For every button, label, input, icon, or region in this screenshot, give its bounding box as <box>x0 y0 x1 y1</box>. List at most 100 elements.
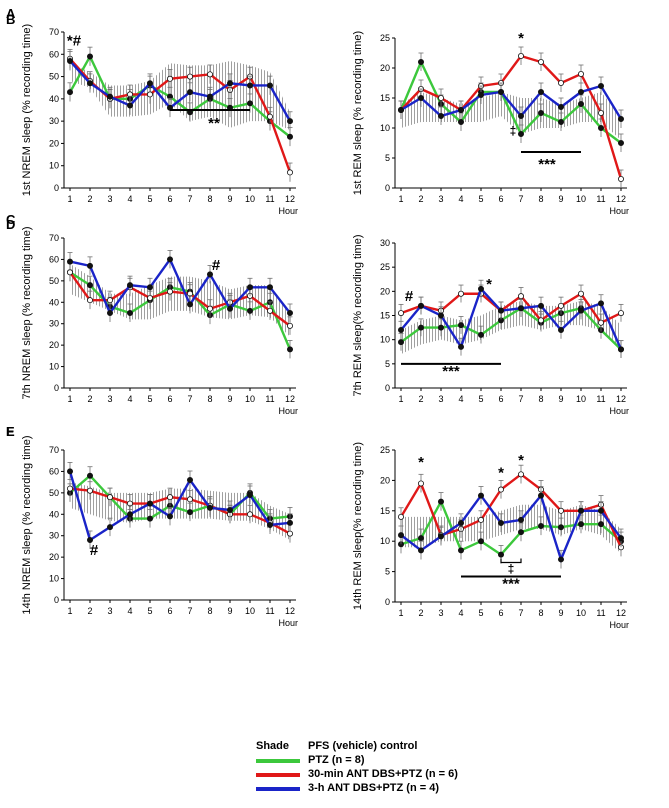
x-tick-label: 7 <box>187 606 192 616</box>
y-tick-label: 25 <box>380 33 390 43</box>
series-line <box>400 493 622 563</box>
data-point <box>186 301 193 308</box>
data-point <box>146 500 153 507</box>
data-point <box>166 288 173 295</box>
y-tick-label: 20 <box>380 63 390 73</box>
series-line <box>68 471 291 542</box>
data-point <box>618 346 625 353</box>
data-point <box>286 346 293 353</box>
x-tick-label: 6 <box>498 608 503 618</box>
data-point <box>518 516 525 523</box>
data-point <box>146 80 153 87</box>
data-point <box>457 547 464 554</box>
y-tick-label: 0 <box>385 183 390 193</box>
x-tick-label: 12 <box>285 606 295 616</box>
x-tick-label: 9 <box>558 608 563 618</box>
x-tick-label: 12 <box>285 194 295 204</box>
data-point <box>417 59 424 66</box>
panel-label: B <box>6 12 15 27</box>
data-point <box>538 492 545 499</box>
x-tick-label: 4 <box>458 194 463 204</box>
x-tick-label: 11 <box>596 194 605 204</box>
x-tick-label: 7 <box>187 394 192 404</box>
legend: Shade PFS (vehicle) control PTZ (n = 8) … <box>256 740 556 796</box>
significance-marker: # <box>212 257 221 274</box>
x-tick-label: 1 <box>398 194 403 204</box>
y-tick-label: 40 <box>49 94 59 104</box>
x-tick-label: 4 <box>127 394 132 404</box>
data-point <box>558 302 565 309</box>
significance-marker: *** <box>502 576 520 593</box>
significance-marker: ‡ <box>508 562 515 576</box>
y-tick-label: 10 <box>49 574 59 584</box>
data-point <box>538 302 545 309</box>
data-point <box>226 80 233 87</box>
x-tick-label: 2 <box>87 194 92 204</box>
data-point <box>107 309 114 316</box>
data-point <box>558 507 565 514</box>
y-axis-label: 7th NREM sleep (% recording time) <box>21 226 33 399</box>
data-point <box>618 116 625 123</box>
series-2 <box>67 51 293 131</box>
data-point <box>598 83 605 90</box>
x-tick-label: 3 <box>107 394 112 404</box>
series-line <box>400 306 622 351</box>
control-shade <box>70 482 290 540</box>
data-point <box>127 309 134 316</box>
significance-marker: * <box>498 464 504 481</box>
y-axis-label: 14th REM sleep(% recording time) <box>352 442 364 610</box>
y-axis-label: 1st REM sleep (% recording time) <box>352 31 364 195</box>
y-tick-label: 20 <box>49 552 59 562</box>
data-point <box>497 519 504 526</box>
x-tick-label: 8 <box>207 394 212 404</box>
data-point <box>598 125 605 132</box>
data-point <box>246 284 253 291</box>
data-point <box>457 119 464 126</box>
x-tick-label: 2 <box>87 394 92 404</box>
series-line <box>69 474 291 520</box>
x-tick-label: 5 <box>147 606 152 616</box>
x-tick-label: 11 <box>265 394 274 404</box>
x-axis-label: Hour <box>609 406 629 416</box>
x-tick-label: 1 <box>67 606 72 616</box>
series-2 <box>67 250 293 322</box>
legend-entry-3h: 3-h ANT DBS+PTZ (n = 4) <box>256 782 556 796</box>
series-2 <box>397 486 625 569</box>
x-tick-label: 4 <box>458 608 463 618</box>
data-point <box>457 343 464 350</box>
significance-marker: * <box>518 30 524 47</box>
x-axis-label: Hour <box>609 206 629 216</box>
x-tick-label: 5 <box>147 194 152 204</box>
x-tick-label: 10 <box>245 194 255 204</box>
x-axis-label: Hour <box>278 618 298 628</box>
data-point <box>286 322 293 329</box>
data-point <box>538 110 545 117</box>
y-tick-label: 50 <box>49 488 59 498</box>
series-2 <box>397 279 625 359</box>
data-point <box>417 535 424 542</box>
y-tick-label: 60 <box>49 466 59 476</box>
data-point <box>538 317 545 324</box>
x-axis-label: Hour <box>278 406 298 416</box>
data-point <box>186 496 193 503</box>
data-point <box>437 95 444 102</box>
y-tick-label: 10 <box>49 362 59 372</box>
x-tick-label: 9 <box>227 194 232 204</box>
legend-entry-ptz: PTZ (n = 8) <box>256 754 556 768</box>
x-tick-label: 12 <box>285 394 295 404</box>
data-point <box>266 113 273 120</box>
series-line <box>400 286 623 350</box>
data-point <box>558 326 565 333</box>
data-point <box>518 113 525 120</box>
y-tick-label: 60 <box>49 49 59 59</box>
significance-marker: ** <box>208 115 220 132</box>
y-tick-label: 0 <box>54 183 59 193</box>
x-tick-label: 2 <box>418 194 423 204</box>
data-point <box>518 53 525 60</box>
data-point <box>437 324 444 331</box>
significance-marker: # <box>405 288 414 305</box>
panel-label: C <box>6 212 16 227</box>
legend-shade-text: PFS (vehicle) control <box>308 740 418 752</box>
series-line <box>68 53 291 138</box>
y-tick-label: 25 <box>380 262 390 272</box>
